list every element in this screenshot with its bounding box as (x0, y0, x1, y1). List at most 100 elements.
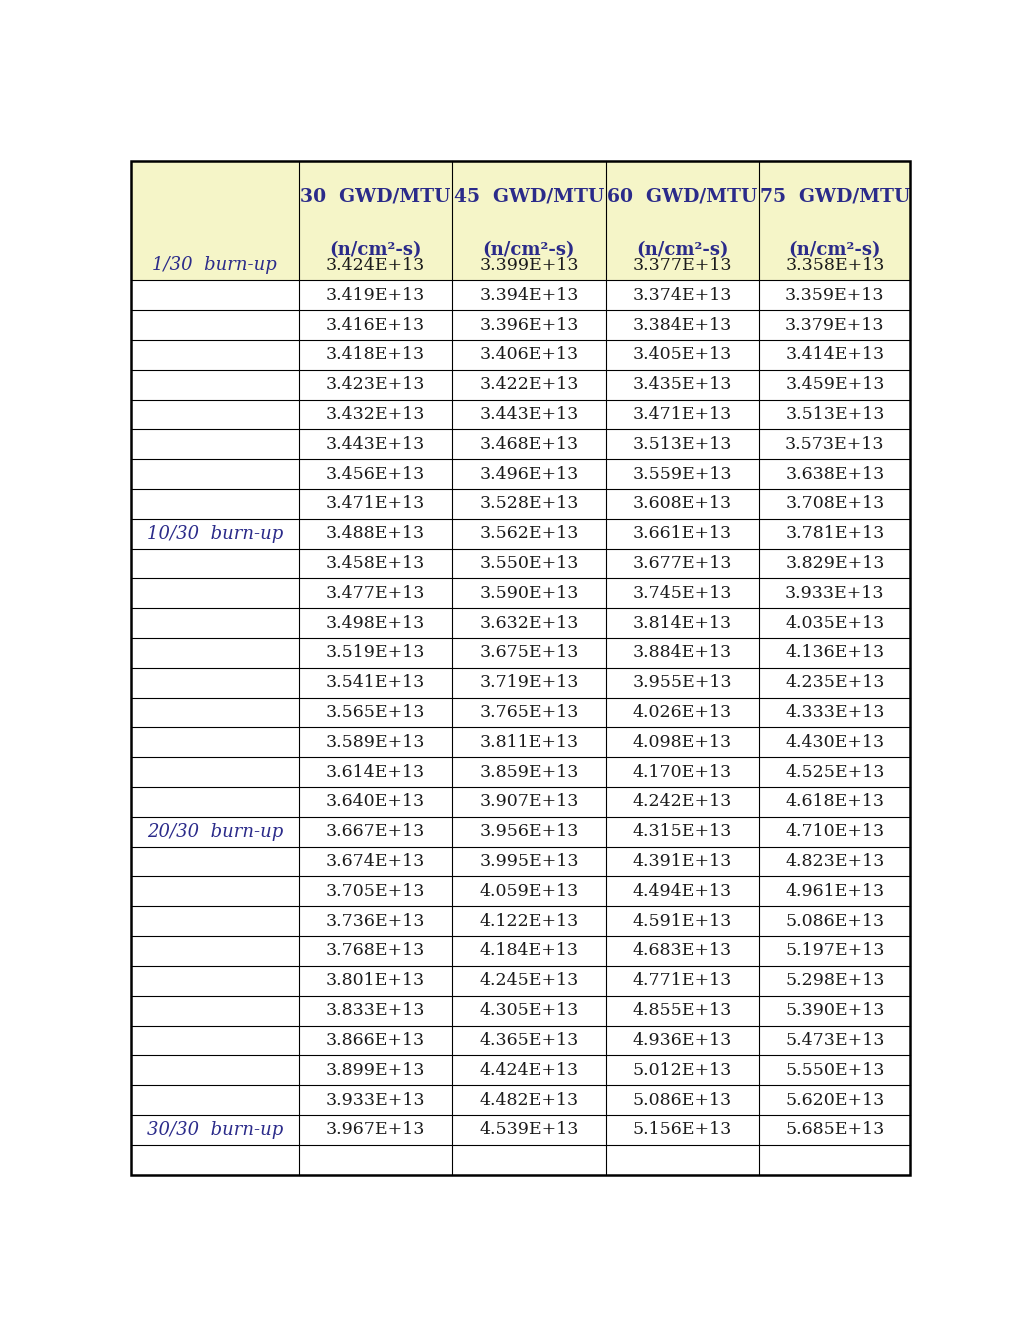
Text: 3.745E+13: 3.745E+13 (633, 584, 733, 602)
Text: 4.245E+13: 4.245E+13 (480, 972, 578, 989)
Text: 3.423E+13: 3.423E+13 (326, 377, 425, 393)
Text: 3.498E+13: 3.498E+13 (326, 615, 425, 632)
Text: 4.059E+13: 4.059E+13 (480, 883, 578, 900)
Text: 4.683E+13: 4.683E+13 (633, 943, 732, 960)
Text: 3.956E+13: 3.956E+13 (480, 824, 578, 841)
Text: 3.458E+13: 3.458E+13 (326, 555, 425, 572)
Text: 3.358E+13: 3.358E+13 (785, 256, 885, 274)
Text: 3.708E+13: 3.708E+13 (785, 496, 885, 513)
Text: 3.513E+13: 3.513E+13 (785, 406, 885, 423)
Text: 3.675E+13: 3.675E+13 (480, 644, 578, 661)
Text: 3.632E+13: 3.632E+13 (480, 615, 578, 632)
Text: 3.736E+13: 3.736E+13 (326, 912, 425, 929)
Text: 4.315E+13: 4.315E+13 (633, 824, 733, 841)
Text: 3.995E+13: 3.995E+13 (480, 853, 579, 870)
Text: 5.550E+13: 5.550E+13 (785, 1062, 885, 1079)
Text: 3.414E+13: 3.414E+13 (785, 346, 884, 364)
Text: 5.197E+13: 5.197E+13 (785, 943, 885, 960)
Text: 3.405E+13: 3.405E+13 (633, 346, 733, 364)
Text: 5.473E+13: 5.473E+13 (785, 1032, 885, 1048)
Text: 3.814E+13: 3.814E+13 (633, 615, 732, 632)
Text: 3.443E+13: 3.443E+13 (480, 406, 578, 423)
Text: 4.494E+13: 4.494E+13 (633, 883, 732, 900)
Text: 3.550E+13: 3.550E+13 (480, 555, 578, 572)
Text: 3.933E+13: 3.933E+13 (325, 1092, 425, 1109)
Text: 3.765E+13: 3.765E+13 (480, 705, 578, 720)
Text: 4.136E+13: 4.136E+13 (785, 644, 884, 661)
Text: 4.305E+13: 4.305E+13 (480, 1002, 578, 1019)
Text: 3.435E+13: 3.435E+13 (633, 377, 733, 393)
Text: 4.035E+13: 4.035E+13 (785, 615, 885, 632)
Text: 45  GWD/MTU: 45 GWD/MTU (454, 188, 604, 205)
Text: 3.955E+13: 3.955E+13 (633, 674, 733, 691)
Text: (n/cm²-s): (n/cm²-s) (788, 242, 881, 259)
Text: 3.559E+13: 3.559E+13 (633, 465, 733, 483)
Text: 3.374E+13: 3.374E+13 (633, 287, 733, 304)
Text: 4.424E+13: 4.424E+13 (480, 1062, 578, 1079)
Text: 5.012E+13: 5.012E+13 (633, 1062, 733, 1079)
Text: 4.482E+13: 4.482E+13 (480, 1092, 578, 1109)
Text: 3.674E+13: 3.674E+13 (326, 853, 425, 870)
Text: 3.801E+13: 3.801E+13 (326, 972, 425, 989)
Text: 4.391E+13: 4.391E+13 (633, 853, 733, 870)
Text: 3.519E+13: 3.519E+13 (326, 644, 425, 661)
Text: 3.661E+13: 3.661E+13 (633, 525, 732, 542)
Text: 4.591E+13: 4.591E+13 (633, 912, 733, 929)
Text: 3.496E+13: 3.496E+13 (480, 465, 578, 483)
Text: 3.359E+13: 3.359E+13 (785, 287, 885, 304)
Text: 4.184E+13: 4.184E+13 (480, 943, 578, 960)
Text: 4.618E+13: 4.618E+13 (785, 793, 884, 810)
Text: 3.424E+13: 3.424E+13 (326, 256, 425, 274)
Text: 5.086E+13: 5.086E+13 (785, 912, 884, 929)
Text: 3.562E+13: 3.562E+13 (480, 525, 578, 542)
Text: 5.156E+13: 5.156E+13 (633, 1121, 733, 1138)
Text: 4.539E+13: 4.539E+13 (480, 1121, 578, 1138)
Text: 3.396E+13: 3.396E+13 (480, 316, 578, 333)
Text: 3.866E+13: 3.866E+13 (326, 1032, 425, 1048)
Text: (n/cm²-s): (n/cm²-s) (483, 242, 575, 259)
Text: 3.833E+13: 3.833E+13 (326, 1002, 425, 1019)
Text: 3.471E+13: 3.471E+13 (633, 406, 733, 423)
Text: 3.488E+13: 3.488E+13 (326, 525, 425, 542)
Text: 3.541E+13: 3.541E+13 (326, 674, 425, 691)
Text: 3.768E+13: 3.768E+13 (326, 943, 425, 960)
Text: 3.667E+13: 3.667E+13 (326, 824, 425, 841)
Text: 3.967E+13: 3.967E+13 (326, 1121, 425, 1138)
Text: (n/cm²-s): (n/cm²-s) (329, 242, 422, 259)
Text: 4.122E+13: 4.122E+13 (480, 912, 578, 929)
Text: 3.443E+13: 3.443E+13 (326, 436, 425, 452)
Text: 3.528E+13: 3.528E+13 (480, 496, 578, 513)
Text: 3.565E+13: 3.565E+13 (326, 705, 425, 720)
Text: 3.781E+13: 3.781E+13 (785, 525, 885, 542)
Text: 30  GWD/MTU: 30 GWD/MTU (300, 188, 450, 205)
Text: 75  GWD/MTU: 75 GWD/MTU (760, 188, 910, 205)
Text: 3.477E+13: 3.477E+13 (326, 584, 425, 602)
Text: 4.333E+13: 4.333E+13 (785, 705, 885, 720)
Text: 4.855E+13: 4.855E+13 (633, 1002, 733, 1019)
Text: 30/30  burn-up: 30/30 burn-up (146, 1121, 282, 1138)
Text: 5.086E+13: 5.086E+13 (633, 1092, 732, 1109)
Text: 3.933E+13: 3.933E+13 (785, 584, 885, 602)
Text: 4.365E+13: 4.365E+13 (480, 1032, 578, 1048)
Text: 60  GWD/MTU: 60 GWD/MTU (608, 188, 758, 205)
Bar (131, 161, 910, 280)
Text: 4.961E+13: 4.961E+13 (785, 883, 884, 900)
Text: (n/cm²-s): (n/cm²-s) (636, 242, 728, 259)
Text: 4.170E+13: 4.170E+13 (633, 764, 732, 780)
Text: 3.589E+13: 3.589E+13 (326, 734, 425, 751)
Text: 3.418E+13: 3.418E+13 (326, 346, 425, 364)
Text: 4.026E+13: 4.026E+13 (633, 705, 732, 720)
Text: 1/30  burn-up: 1/30 burn-up (152, 256, 277, 275)
Text: 3.719E+13: 3.719E+13 (480, 674, 578, 691)
Text: 3.705E+13: 3.705E+13 (326, 883, 425, 900)
Text: 20/30  burn-up: 20/30 burn-up (146, 822, 282, 841)
Text: 3.399E+13: 3.399E+13 (480, 256, 579, 274)
Text: 3.899E+13: 3.899E+13 (326, 1062, 425, 1079)
Text: 3.907E+13: 3.907E+13 (480, 793, 578, 810)
Text: 4.430E+13: 4.430E+13 (785, 734, 884, 751)
Text: 3.884E+13: 3.884E+13 (633, 644, 732, 661)
Text: 3.829E+13: 3.829E+13 (785, 555, 885, 572)
Text: 3.859E+13: 3.859E+13 (480, 764, 578, 780)
Text: 3.394E+13: 3.394E+13 (480, 287, 578, 304)
Text: 5.685E+13: 5.685E+13 (785, 1121, 885, 1138)
